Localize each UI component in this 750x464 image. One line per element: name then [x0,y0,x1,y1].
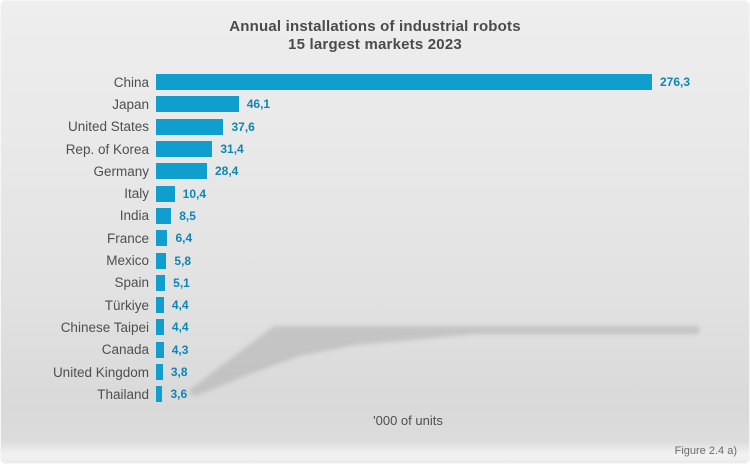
value-label: 10,4 [182,186,207,201]
category-label: Germany [93,163,149,179]
category-label: Italy [124,186,149,202]
bar-row: Mexico 5,8 [0,249,750,271]
bar-row: Spain 5,1 [0,272,750,294]
bar-row: France 6,4 [0,227,750,249]
bar-row: India 8,5 [0,205,750,227]
bar [156,163,207,180]
bar-track: 46,1 [156,93,750,115]
bar [156,386,163,403]
bar-row: Türkiye 4,4 [0,294,750,316]
bar [156,96,239,113]
bar-track: 31,4 [156,138,750,160]
bar-track: 3,8 [156,361,750,383]
chart-title-line2: 15 largest markets 2023 [288,36,462,53]
bar [156,364,163,380]
chart-title: Annual installations of industrial robot… [0,0,750,54]
bar [156,319,164,336]
category-label: Spain [114,275,149,291]
bar [156,207,172,224]
bar [156,230,168,247]
bar-row: United States 37,6 [0,116,750,138]
category-label: Türkiye [104,297,149,313]
figure-caption: Figure 2.4 a) [674,445,737,457]
bar-track: 28,4 [156,160,750,182]
bar-track: 3,6 [156,383,750,405]
bar-row: Chinese Taipei 4,4 [0,316,750,338]
bar-track: 37,6 [156,116,750,138]
value-label: 5,8 [174,253,192,268]
bar-row: Japan 46,1 [0,93,750,115]
value-label: 28,4 [214,164,239,179]
value-label: 4,4 [171,298,189,313]
bar-row: Italy 10,4 [0,182,750,204]
bar-track: 276,3 [156,71,750,93]
category-label: Japan [112,96,149,112]
value-label: 3,8 [170,365,188,379]
value-label: 276,3 [660,75,691,90]
chart-title-line1: Annual installations of industrial robot… [229,18,521,35]
bar-track: 4,3 [156,339,750,361]
bar-track: 4,4 [156,294,750,316]
category-label: Chinese Taipei [60,319,149,335]
bar-row: Thailand 3,6 [0,383,750,405]
bar [156,185,175,202]
bar-track: 5,8 [156,249,750,271]
bar [156,118,224,135]
x-axis-label: '000 of units [373,413,443,429]
category-label: India [119,208,149,224]
bar-chart: China 276,3 Japan 46,1 United States 37,6 Rep.… [0,71,750,405]
category-label: Mexico [106,253,149,269]
category-label: Thailand [97,386,149,402]
value-label: 37,6 [231,119,255,134]
value-label: 46,1 [246,97,271,112]
bar [156,274,166,291]
value-label: 4,3 [171,342,189,357]
bar-track: 10,4 [156,182,750,204]
bar [156,341,164,358]
bar-row: United Kingdom 3,8 [0,361,750,383]
value-label: 31,4 [220,142,244,157]
category-label: Canada [101,342,149,358]
category-label: China [113,74,149,90]
bar-row: Canada 4,3 [0,339,750,361]
bar-track: 6,4 [156,227,750,249]
category-label: Rep. of Korea [65,141,149,157]
bar-row: Germany 28,4 [0,160,750,182]
category-label: United Kingdom [52,364,149,380]
value-label: 8,5 [179,208,196,223]
bar [156,297,164,314]
bar-row: Rep. of Korea 31,4 [0,138,750,160]
value-label: 3,6 [170,387,188,402]
value-label: 5,1 [173,275,190,290]
category-label: France [106,230,149,246]
value-label: 6,4 [175,231,193,246]
value-label: 4,4 [171,320,189,335]
bar-row: China 276,3 [0,71,750,93]
bar [156,141,213,158]
bar-track: 4,4 [156,316,750,338]
bar-track: 8,5 [156,205,750,227]
category-label: United States [67,119,149,135]
bar [156,252,167,269]
bar [156,74,652,91]
bar-track: 5,1 [156,272,750,294]
